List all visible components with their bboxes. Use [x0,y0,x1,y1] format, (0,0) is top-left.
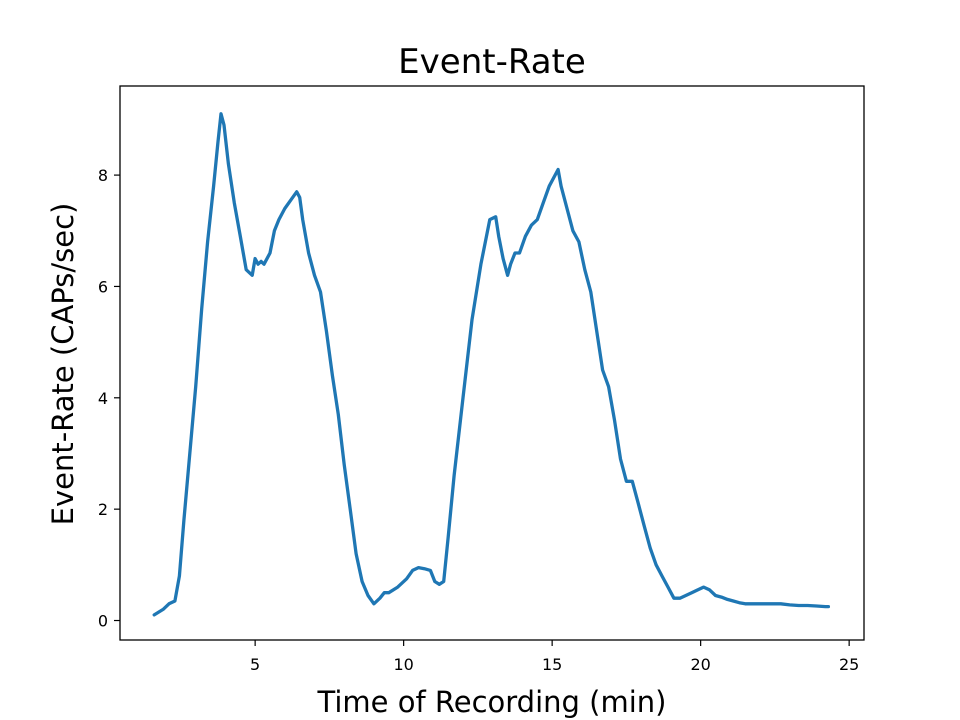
plot-area [152,112,831,617]
y-tick-label: 2 [98,500,108,519]
axes-frame [119,85,865,641]
x-axis-ticks: 5 10 15 20 25 [250,640,859,674]
chart-title: Event-Rate [398,42,586,82]
y-tick-label: 8 [98,166,108,185]
x-axis-label: Time of Recording (min) [317,685,667,719]
x-tick-label: 20 [690,655,710,674]
x-tick-label: 5 [250,655,260,674]
x-tick-label: 15 [542,655,562,674]
y-axis-ticks: 0 2 4 6 8 [98,166,120,631]
y-tick-label: 4 [98,389,108,408]
y-axis-label: Event-Rate (CAPs/sec) [46,203,80,526]
y-tick-label: 6 [98,277,108,296]
series-line [152,112,831,617]
x-tick-label: 25 [839,655,859,674]
y-tick-label: 0 [98,612,108,631]
x-tick-label: 10 [393,655,413,674]
